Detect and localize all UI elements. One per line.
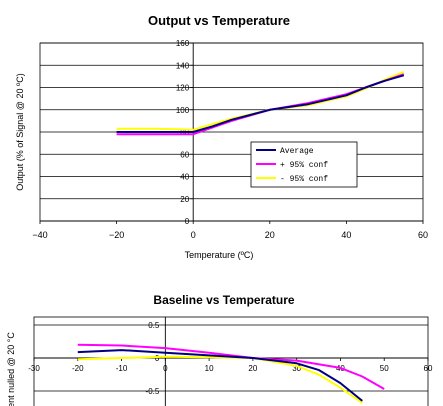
chart2-series-line-average [77,349,363,402]
chart2-plot-area [33,316,429,406]
chart2-y-tick-labels: 0.5 0 -0.5 [146,321,160,396]
chart1-y-tick-label: 160 [176,39,190,48]
chart-output-vs-temperature: Output vs Temperature Output (% of Signa… [15,13,428,260]
chart1-legend: Average + 95% conf - 95% conf [250,141,358,188]
chart2-series [77,343,385,404]
chart2-x-tick-label: 50 [380,364,389,373]
chart1-x-tick-label: −40 [32,230,47,240]
chart2-y-tick-label: 0.5 [148,321,160,330]
chart1-y-tick-label: 40 [180,173,189,182]
chart1-y-tick-label: 0 [185,217,190,226]
chart1-title: Output vs Temperature [148,13,290,28]
chart2-x-tick-label: 30 [292,364,301,373]
chart1-y-tick-label: 120 [176,84,190,93]
chart2-x-tick-label: 60 [424,364,433,373]
chart1-x-tick-label: −20 [109,230,124,240]
chart2-x-tick-label: -10 [116,364,128,373]
chart1-y-tick-label: 140 [176,61,190,70]
chart1-x-tick-label: 40 [341,230,351,240]
chart1-legend-label-plus95: + 95% conf [280,161,328,170]
chart1-x-tick-labels: −40 −20 0 20 40 60 [32,230,428,240]
chart1-y-axis-label: Output (% of Signal @ 20 ºC) [15,73,25,190]
chart2-y-tick-label: 0 [155,354,160,363]
chart2-x-tick-label: -20 [72,364,84,373]
chart2-y-axis-label: ent nulled @ 20 °C [6,332,16,406]
chart1-legend-label-average: Average [280,147,314,156]
chart1-x-tick-label: 0 [191,230,196,240]
chart2-title: Baseline vs Temperature [153,293,295,307]
chart1-x-tick-label: 60 [418,230,428,240]
chart1-x-tick-label: 20 [265,230,275,240]
chart1-series [116,70,405,136]
chart2-x-tick-label: -30 [28,364,40,373]
chart2-x-tick-label: 0 [163,364,168,373]
chart2-x-tick-label: 10 [205,364,214,373]
chart1-y-tick-label: 100 [176,106,190,115]
chart1-legend-label-minus95: - 95% conf [280,175,328,184]
chart1-series-line-average [116,74,405,133]
chart-baseline-vs-temperature: Baseline vs Temperature ent nulled @ 20 … [6,293,433,406]
chart1-y-tick-label: 60 [180,150,189,159]
chart2-y-tick-label: -0.5 [146,387,160,396]
chart1-y-tick-label: 20 [180,195,189,204]
chart2-x-tick-label: 20 [248,364,257,373]
chart1-x-axis-label: Temperature (ºC) [185,250,254,260]
